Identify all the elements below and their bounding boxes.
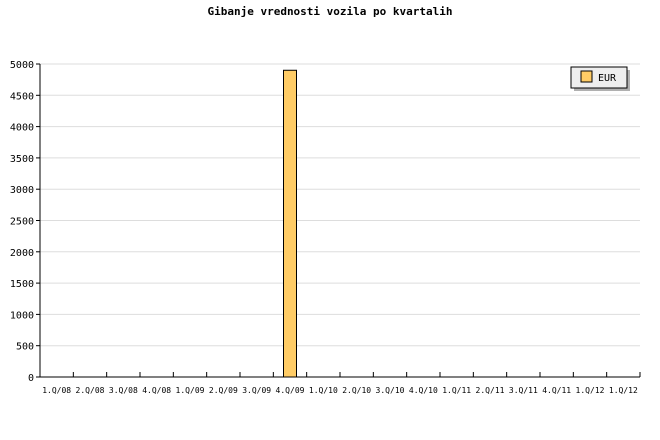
x-tick-label: 1.Q/11 <box>442 386 471 395</box>
x-tick-label: 1.Q/12 <box>609 386 638 395</box>
x-tick-label: 1.Q/08 <box>42 386 71 395</box>
bars <box>283 69 297 378</box>
x-tick-label: 2.Q/11 <box>476 386 505 395</box>
y-tick-label: 5000 <box>10 60 34 71</box>
y-tick-label: 4000 <box>10 123 34 134</box>
y-tick-label: 1000 <box>10 310 34 321</box>
x-tick-label: 4.Q/11 <box>542 386 571 395</box>
gridlines <box>40 63 640 347</box>
x-tick-label: 4.Q/09 <box>276 386 305 395</box>
y-tick-label: 3500 <box>10 154 34 165</box>
x-tick-label: 2.Q/10 <box>342 386 371 395</box>
y-tick-label: 3000 <box>10 185 34 196</box>
x-tick-label: 3.Q/08 <box>109 386 138 395</box>
x-tick-label: 1.Q/09 <box>176 386 205 395</box>
y-tick-label: 4500 <box>10 91 34 102</box>
x-tick-label: 4.Q/08 <box>142 386 171 395</box>
bar-4.Q/09 <box>283 69 297 378</box>
legend: EUR <box>570 66 630 91</box>
x-tick-label: 3.Q/10 <box>376 386 405 395</box>
y-tick-label: 0 <box>28 373 34 384</box>
y-tick-label: 500 <box>16 342 34 353</box>
x-tick-label: 2.Q/08 <box>76 386 105 395</box>
x-tick-label: 3.Q/11 <box>509 386 538 395</box>
legend-swatch <box>580 70 593 83</box>
y-tick-label: 2000 <box>10 248 34 259</box>
x-tick-label: 1.Q/12 <box>576 386 605 395</box>
x-tick-label: 3.Q/09 <box>242 386 271 395</box>
legend-label: EUR <box>598 73 617 84</box>
x-tick-label: 4.Q/10 <box>409 386 438 395</box>
y-tick-label: 1500 <box>10 279 34 290</box>
chart-title: Gibanje vrednosti vozila po kvartalih <box>207 5 452 18</box>
x-tick-label: 2.Q/09 <box>209 386 238 395</box>
y-tick-label: 2500 <box>10 217 34 228</box>
x-tick-label: 1.Q/10 <box>309 386 338 395</box>
axes: 0 500 1000 1500 2000 2500 3000 3500 4000 4500 5000… <box>10 60 641 395</box>
